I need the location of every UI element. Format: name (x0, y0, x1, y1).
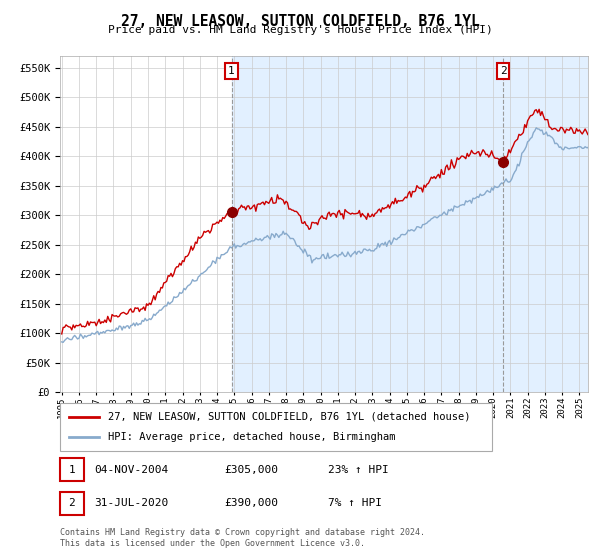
Text: 1: 1 (68, 465, 75, 475)
Text: Price paid vs. HM Land Registry's House Price Index (HPI): Price paid vs. HM Land Registry's House … (107, 25, 493, 35)
Bar (232, 56, 588, 392)
Text: 27, NEW LEASOW, SUTTON COLDFIELD, B76 1YL (detached house): 27, NEW LEASOW, SUTTON COLDFIELD, B76 1Y… (107, 412, 470, 422)
Text: £305,000: £305,000 (224, 465, 278, 475)
Text: HPI: Average price, detached house, Birmingham: HPI: Average price, detached house, Birm… (107, 432, 395, 442)
Text: 27, NEW LEASOW, SUTTON COLDFIELD, B76 1YL: 27, NEW LEASOW, SUTTON COLDFIELD, B76 1Y… (121, 14, 479, 29)
FancyBboxPatch shape (60, 403, 492, 451)
Text: 23% ↑ HPI: 23% ↑ HPI (328, 465, 389, 475)
FancyBboxPatch shape (60, 492, 84, 515)
Text: 7% ↑ HPI: 7% ↑ HPI (328, 498, 382, 508)
Text: This data is licensed under the Open Government Licence v3.0.: This data is licensed under the Open Gov… (60, 539, 365, 548)
Text: 2: 2 (500, 66, 506, 76)
Text: 1: 1 (228, 66, 235, 76)
Text: 31-JUL-2020: 31-JUL-2020 (95, 498, 169, 508)
Text: Contains HM Land Registry data © Crown copyright and database right 2024.: Contains HM Land Registry data © Crown c… (60, 528, 425, 536)
FancyBboxPatch shape (60, 458, 84, 482)
Text: 04-NOV-2004: 04-NOV-2004 (95, 465, 169, 475)
Text: £390,000: £390,000 (224, 498, 278, 508)
Text: 2: 2 (68, 498, 75, 508)
